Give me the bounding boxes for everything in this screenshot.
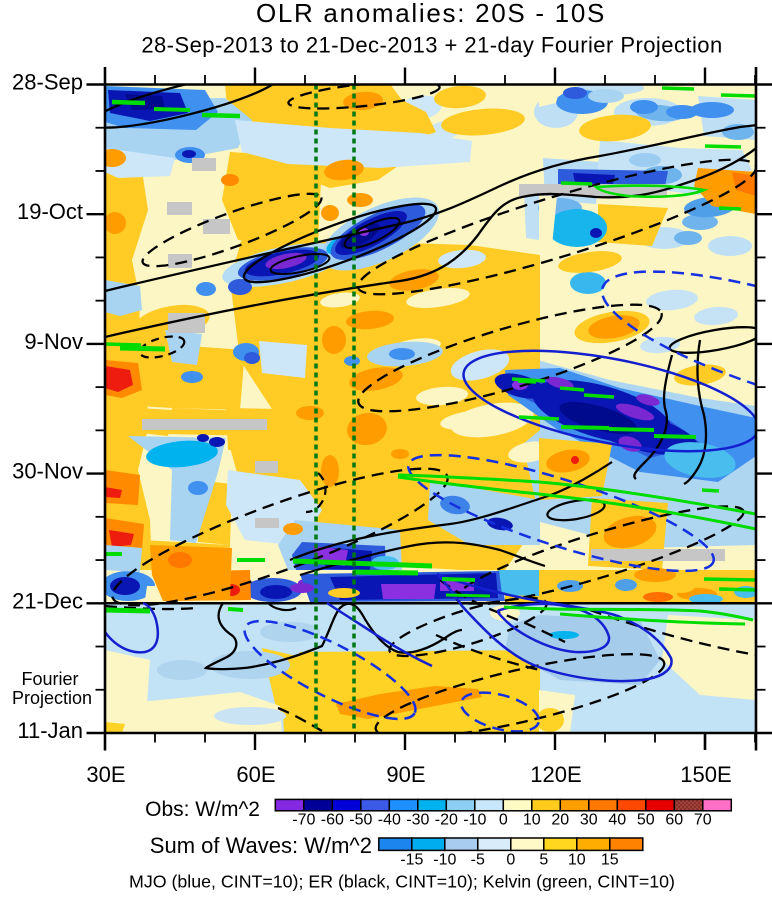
- svg-text:28-Sep: 28-Sep: [12, 70, 83, 95]
- svg-text:60: 60: [665, 812, 683, 829]
- svg-text:-30: -30: [406, 812, 429, 829]
- svg-text:10: 10: [568, 852, 586, 869]
- svg-text:-70: -70: [292, 812, 315, 829]
- svg-text:-5: -5: [471, 852, 485, 869]
- svg-text:Sum of Waves: W/m^2: Sum of Waves: W/m^2: [150, 833, 372, 858]
- svg-text:Fourier: Fourier: [21, 669, 78, 689]
- svg-text:19-Oct: 19-Oct: [17, 199, 83, 224]
- svg-text:30: 30: [580, 812, 598, 829]
- svg-text:-10: -10: [433, 852, 456, 869]
- svg-text:60E: 60E: [236, 762, 275, 787]
- svg-text:40: 40: [608, 812, 626, 829]
- svg-text:90E: 90E: [386, 762, 425, 787]
- svg-text:MJO (blue, CINT=10); ER (black: MJO (blue, CINT=10); ER (black, CINT=10)…: [129, 872, 675, 892]
- svg-text:-40: -40: [378, 812, 401, 829]
- svg-text:0: 0: [506, 852, 515, 869]
- svg-text:9-Nov: 9-Nov: [24, 329, 83, 354]
- svg-text:0: 0: [499, 812, 508, 829]
- svg-text:15: 15: [601, 852, 619, 869]
- svg-text:Projection: Projection: [12, 688, 92, 708]
- svg-text:21-Dec: 21-Dec: [12, 588, 83, 613]
- svg-text:-60: -60: [321, 812, 344, 829]
- svg-text:OLR anomalies: 20S - 10S: OLR anomalies: 20S - 10S: [256, 0, 606, 28]
- svg-text:20: 20: [551, 812, 569, 829]
- svg-text:-20: -20: [435, 812, 458, 829]
- svg-text:150E: 150E: [680, 762, 731, 787]
- svg-text:10: 10: [523, 812, 541, 829]
- svg-text:5: 5: [539, 852, 548, 869]
- svg-text:30E: 30E: [86, 762, 125, 787]
- svg-text:120E: 120E: [530, 762, 581, 787]
- svg-text:50: 50: [637, 812, 655, 829]
- svg-text:Obs: W/m^2: Obs: W/m^2: [145, 798, 260, 821]
- svg-text:70: 70: [694, 812, 712, 829]
- svg-text:-15: -15: [400, 852, 423, 869]
- svg-text:30-Nov: 30-Nov: [12, 459, 83, 484]
- svg-text:11-Jan: 11-Jan: [17, 718, 83, 743]
- svg-text:-50: -50: [349, 812, 372, 829]
- svg-text:-10: -10: [463, 812, 486, 829]
- svg-text:28-Sep-2013 to 21-Dec-2013 + 2: 28-Sep-2013 to 21-Dec-2013 + 21-day Four…: [141, 33, 722, 58]
